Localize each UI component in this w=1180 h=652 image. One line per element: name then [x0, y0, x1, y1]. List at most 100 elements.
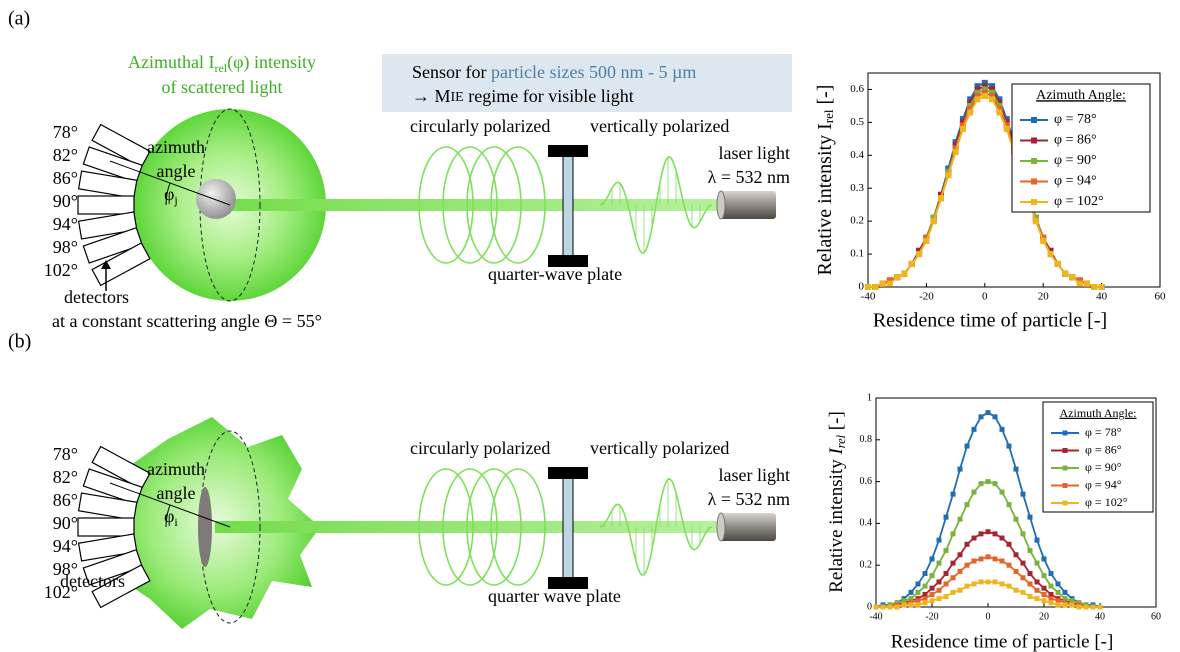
data-point [908, 589, 914, 595]
legend-label: φ = 78° [1054, 112, 1097, 127]
detector [91, 445, 151, 490]
scatter-subtitle: of scattered light [162, 77, 283, 97]
detector [82, 468, 143, 506]
legend-label: φ = 90° [1085, 460, 1122, 474]
detector [77, 492, 138, 521]
diagram: 78° 82° 86° 90° 94° 98° 102° azimuth angle φj dete… [44, 108, 790, 331]
data-point [945, 172, 952, 179]
data-point [1091, 284, 1098, 290]
data-point [996, 99, 1003, 106]
y-axis-label: Relative intensity Irel [-] [814, 85, 840, 276]
detector [82, 226, 143, 264]
data-point [1048, 596, 1054, 602]
data-point [1076, 280, 1083, 287]
x-tick-label: 40 [1096, 291, 1108, 303]
circular-label: circularly polarized [410, 116, 550, 136]
particle [198, 487, 212, 567]
plate [562, 152, 574, 260]
data-point [978, 481, 984, 487]
angle-label: 78° [53, 122, 78, 142]
y-tick-label: 0.4 [860, 518, 873, 529]
legend-box [1011, 83, 1151, 213]
data-point [943, 514, 949, 520]
legend-title: Azimuth Angle: [1036, 88, 1126, 103]
data-point [996, 106, 1003, 113]
detectors-label: detectors [64, 287, 129, 307]
text: Relative intensity [826, 459, 847, 593]
data-point [989, 86, 996, 93]
data-point [894, 604, 900, 610]
detector [82, 548, 143, 586]
data-point [1040, 234, 1047, 241]
data-point [1040, 237, 1047, 244]
data-point [1034, 560, 1040, 566]
data-point [1027, 581, 1033, 587]
data-point [985, 554, 991, 560]
data-point [959, 122, 966, 129]
laser-label: laser light [719, 143, 790, 163]
legend-marker [1062, 430, 1068, 436]
data-point [974, 86, 981, 93]
data-point [964, 562, 970, 568]
y-tick-label: 0.3 [850, 182, 864, 194]
data-point [1048, 571, 1054, 577]
data-point [908, 260, 915, 267]
laser-label: λ = 532 nm [708, 489, 790, 509]
angle-label: 82° [53, 467, 78, 487]
plate-label: quarter wave plate [488, 586, 621, 606]
data-point [989, 89, 996, 96]
sensor-text: Sensor for particle sizes 500 nm - 5 µm [412, 62, 696, 82]
data-point [922, 583, 928, 589]
data-point [952, 139, 959, 146]
wave [599, 478, 713, 576]
angle-label: 98° [53, 559, 78, 579]
data-point [996, 102, 1003, 109]
data-point [1003, 116, 1010, 123]
data-point [981, 89, 988, 96]
data-point [1034, 537, 1040, 543]
data-point [1055, 598, 1061, 604]
x-tick-label: 60 [1151, 611, 1161, 622]
data-point [999, 535, 1005, 541]
data-point [1048, 591, 1054, 597]
helix-loop [490, 468, 546, 586]
helix-loop [418, 468, 474, 586]
data-point [967, 96, 974, 103]
data-point [915, 589, 921, 595]
text: rel [214, 61, 227, 75]
x-tick-label: 0 [982, 291, 988, 303]
data-point [1003, 119, 1010, 126]
azimuth-arc [165, 504, 171, 528]
data-point [1055, 581, 1061, 587]
detector [77, 211, 138, 240]
data-point [1048, 583, 1054, 589]
data-point [1084, 280, 1090, 287]
legend-marker [1031, 199, 1037, 205]
data-point [938, 195, 944, 202]
data-point [967, 106, 974, 113]
data-point [1055, 589, 1061, 595]
helix-loop [490, 146, 546, 264]
y-tick-label: 0.6 [850, 83, 864, 95]
legend-label: φ = 86° [1085, 442, 1122, 456]
chart: -40 -20 0 20 40 60 0 0.2 0.4 0.6 0.8 1 Residence tim… [826, 392, 1161, 652]
data-point [1006, 562, 1012, 568]
detector [77, 195, 135, 215]
data-point [981, 86, 988, 93]
data-point [999, 558, 1005, 564]
chart: -40 -20 0 20 40 60 0 0.1 0.2 0.3 0.4 0.5 0.6 Residenc… [814, 72, 1166, 332]
legend-label: φ = 102° [1085, 495, 1128, 509]
data-point [936, 587, 942, 593]
x-tick-label: 20 [1038, 291, 1050, 303]
laser-body [720, 191, 776, 219]
arrow-head [101, 260, 111, 269]
data-point [989, 83, 996, 90]
data-point [971, 426, 977, 432]
legend-title: Azimuth Angle: [1060, 406, 1137, 420]
plate [562, 474, 574, 582]
angle-label: 94° [53, 214, 78, 234]
data-point [908, 602, 914, 608]
legend-marker [1031, 178, 1037, 185]
data-point [978, 579, 984, 585]
data-point [929, 556, 935, 562]
